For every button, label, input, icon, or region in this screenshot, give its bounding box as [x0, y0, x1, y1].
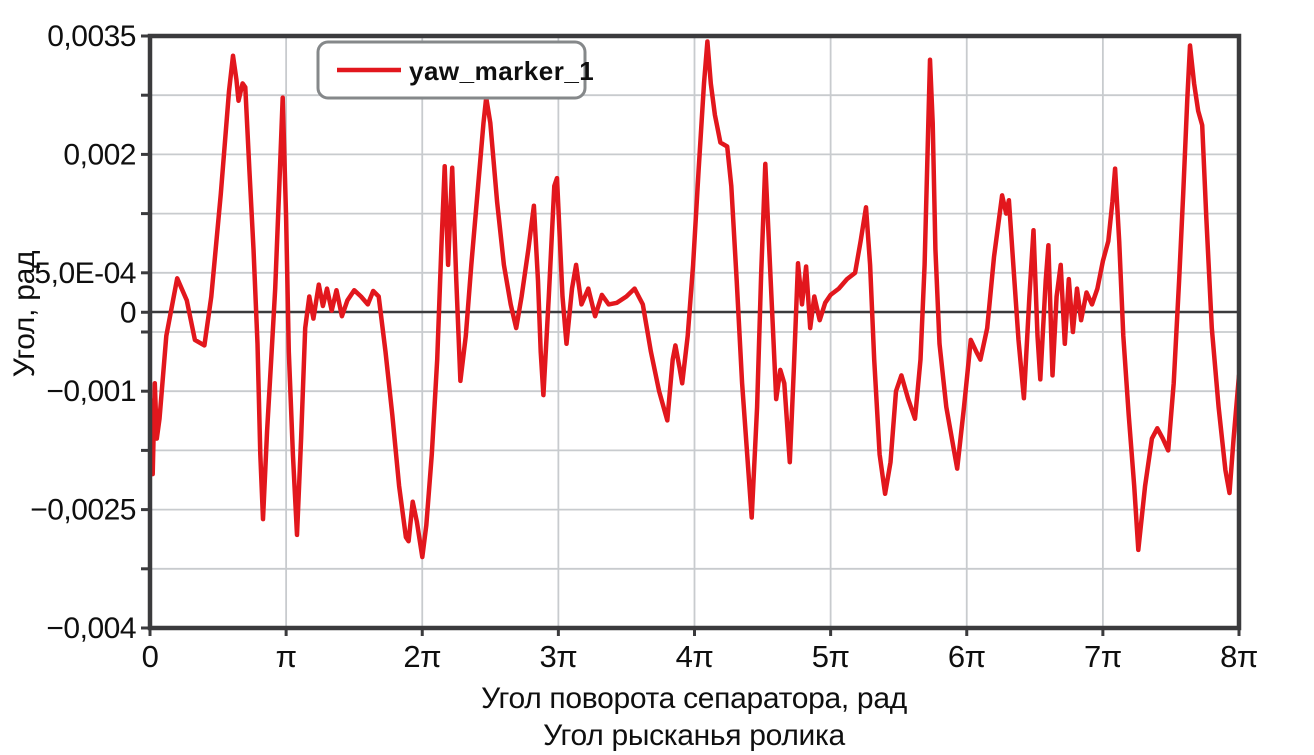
- x-tick-label: 3π: [540, 639, 578, 674]
- x-tick-labels: 0 π 2π 3π 4π 5π 6π 7π 8π: [142, 639, 1259, 674]
- x-tick-label: π: [276, 639, 297, 674]
- series-line-yaw-marker-1: [148, 39, 1241, 560]
- legend: yaw_marker_1: [316, 40, 594, 100]
- y-tick-label: −0,0025: [30, 494, 136, 527]
- legend-box: [316, 40, 587, 100]
- plot-border: [147, 33, 1242, 631]
- y-axis-title: Угол, рад: [8, 251, 41, 377]
- x-tick-label: 5π: [812, 639, 850, 674]
- x-axis-title-line1: Угол поворота сепаратора, рад: [481, 682, 907, 715]
- y-tick-label: 5,0E-04: [34, 257, 136, 290]
- x-gridlines: [285, 36, 1104, 628]
- x-axis-title-line2: Угол рысканья ролика: [543, 719, 845, 752]
- x-tick-label: 6π: [948, 639, 986, 674]
- legend-label: yaw_marker_1: [409, 56, 594, 86]
- y-tick-label: 0,002: [63, 138, 136, 171]
- y-tick-label: −0,001: [46, 375, 136, 408]
- y-tick-label: 0,0035: [47, 20, 136, 53]
- x-tick-label: 7π: [1084, 639, 1122, 674]
- y-tick-labels: 0,0035 0,002 5,0E-04 0 −0,001 −0,0025 −0,004: [30, 20, 136, 645]
- y-tick-label: −0,004: [46, 612, 136, 645]
- x-tick-label: 2π: [403, 639, 441, 674]
- y-tick-label: 0: [120, 296, 136, 329]
- x-tick-label: 0: [142, 639, 159, 674]
- x-tick-label: 8π: [1220, 639, 1258, 674]
- x-tick-label: 4π: [676, 639, 714, 674]
